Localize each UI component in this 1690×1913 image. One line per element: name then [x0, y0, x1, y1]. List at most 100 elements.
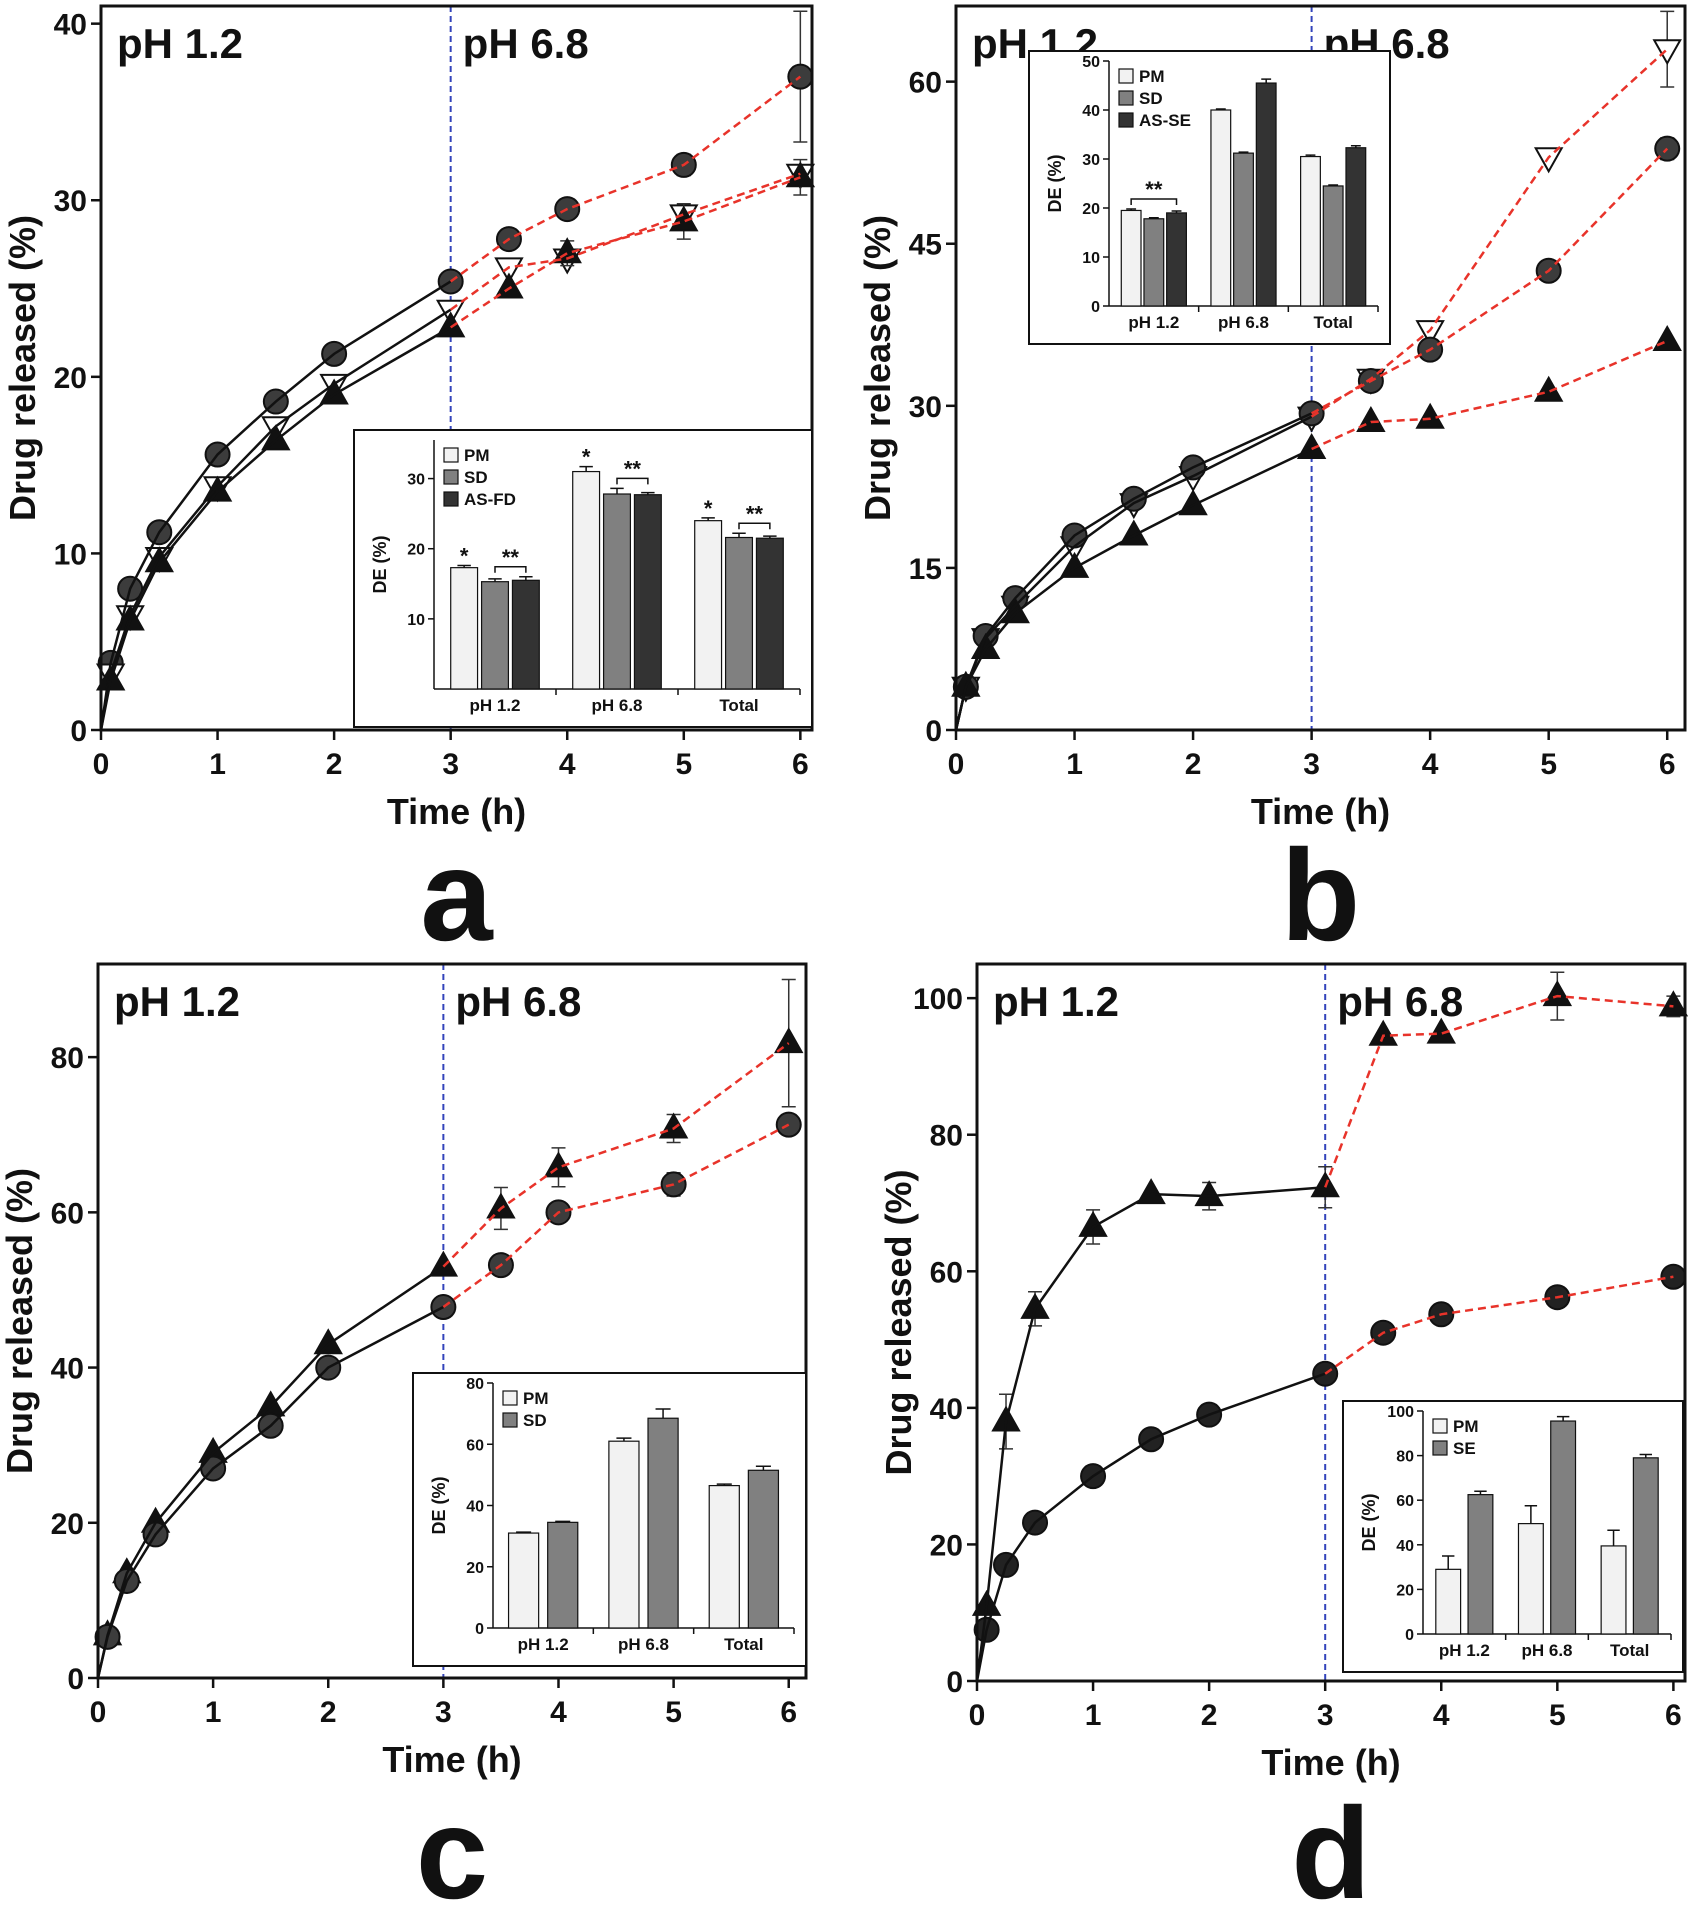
inset-error-bar	[1639, 1453, 1652, 1458]
panel-label: d	[1291, 1780, 1370, 1913]
inset-y-tick-label: 40	[1396, 1538, 1414, 1555]
inset-x-tick-label: pH 6.8	[591, 696, 642, 715]
legend-swatch	[502, 1412, 518, 1428]
inset-x-tick-label: Total	[719, 696, 758, 715]
marker	[1356, 405, 1386, 433]
marker	[1652, 324, 1682, 351]
y-axis-label: Drug released (%)	[857, 215, 898, 521]
inset-y-tick-label: 30	[407, 472, 425, 489]
y-tick-label: 80	[930, 1120, 963, 1153]
marker	[658, 1112, 689, 1139]
legend-swatch	[1432, 1440, 1448, 1456]
series-line	[1324, 994, 1674, 1188]
legend-swatch	[1118, 68, 1134, 84]
x-tick-label: 6	[1659, 748, 1676, 781]
inset-bar	[1300, 155, 1321, 307]
x-tick-label: 0	[93, 748, 110, 781]
series-line	[449, 172, 801, 311]
inset-error-bar	[1524, 1505, 1538, 1524]
inset-bar	[708, 1484, 740, 1629]
panel: 0 20 40 60 80 0 1 2 3 4 5 6 Time (h) Drug released (%…	[0, 962, 808, 1913]
inset-bar	[1600, 1545, 1627, 1635]
x-tick-label: 6	[780, 1696, 797, 1729]
legend-label: SE	[1453, 1439, 1476, 1458]
inset-bar	[1345, 147, 1367, 307]
legend-label: AS-FD	[464, 490, 516, 509]
legend-swatch	[443, 469, 459, 485]
plot-frame	[96, 962, 808, 1680]
significance-label: *	[460, 544, 469, 569]
inset-error-bar	[755, 1465, 771, 1471]
series-line	[449, 75, 802, 283]
panel: 0 20 40 60 80 100 0 1 2 3 4 5 6 Time (h) Drug released…	[878, 962, 1689, 1913]
inset-bar	[1322, 185, 1344, 307]
inset-x-tick-label: Total	[1610, 1641, 1649, 1660]
significance-label: **	[746, 501, 764, 526]
inset-bar	[1435, 1568, 1462, 1635]
marker	[1660, 1263, 1687, 1290]
y-tick-label: 80	[51, 1042, 84, 1075]
series-line	[954, 412, 1313, 731]
inset-error-bar	[1215, 108, 1226, 110]
series-line	[954, 447, 1313, 731]
phase-label: pH 1.2	[117, 20, 243, 67]
series-line	[975, 1372, 1326, 1682]
x-tick-label: 0	[969, 1699, 986, 1732]
inset-bar	[1517, 1523, 1544, 1635]
x-tick-label: 2	[326, 748, 343, 781]
plot-frame	[975, 962, 1687, 1683]
inset-y-tick-label: 0	[1405, 1627, 1414, 1644]
marker	[1652, 39, 1682, 66]
y-tick-label: 60	[909, 67, 942, 100]
y-axis-label: Drug released (%)	[0, 1168, 40, 1474]
significance-label: **	[502, 545, 520, 570]
series-line	[1311, 147, 1669, 415]
inset-x-tick-label: pH 6.8	[1521, 1641, 1572, 1660]
x-tick-label: 4	[1433, 1699, 1450, 1732]
panel-label: a	[420, 822, 494, 968]
y-tick-label: 0	[946, 1666, 963, 1699]
inset-error-bar	[1305, 154, 1316, 157]
legend-label: PM	[523, 1389, 549, 1408]
phase-label: pH 1.2	[114, 978, 240, 1025]
inset-x-tick-label: pH 6.8	[618, 1635, 669, 1654]
x-tick-label: 4	[550, 1696, 567, 1729]
inset-bar	[608, 1440, 640, 1629]
panel: 0 10 20 30 40 0 1 2 3 4 5 6 Time (h) Drug released (%…	[2, 4, 816, 968]
x-tick-label: 1	[205, 1696, 222, 1729]
legend-swatch	[1118, 112, 1134, 128]
marker	[774, 1027, 804, 1054]
inset-y-tick-label: 10	[1082, 250, 1100, 267]
series-line	[449, 176, 801, 329]
inset-error-bar	[1350, 145, 1361, 148]
legend-swatch	[502, 1390, 518, 1406]
phase-label: pH 6.8	[455, 978, 581, 1025]
marker	[1194, 1180, 1224, 1207]
inset-error-bar	[641, 491, 655, 495]
marker	[1542, 980, 1573, 1007]
y-tick-label: 60	[930, 1256, 963, 1289]
inset-error-bar	[1148, 217, 1159, 219]
series-line	[1311, 339, 1668, 451]
y-tick-label: 0	[70, 715, 87, 748]
x-tick-label: 2	[1201, 1699, 1218, 1732]
x-tick-label: 1	[1066, 748, 1083, 781]
legend-label: PM	[1453, 1417, 1479, 1436]
inset-bar	[755, 537, 784, 690]
marker	[1415, 320, 1445, 347]
x-tick-label: 3	[435, 1696, 452, 1729]
x-tick-label: 0	[90, 1696, 107, 1729]
x-axis-label: Time (h)	[1251, 791, 1390, 832]
marker	[494, 272, 524, 299]
inset-error-bar	[1238, 151, 1249, 154]
y-tick-label: 10	[54, 538, 87, 571]
inset-error-bar	[516, 1531, 532, 1534]
inset-error-bar	[1171, 210, 1182, 213]
inset-error-bar	[616, 1437, 632, 1442]
significance-label: *	[704, 496, 713, 521]
inset-bar	[1467, 1494, 1494, 1635]
inset-error-bar	[732, 532, 746, 538]
significance-label: **	[1145, 177, 1163, 202]
y-tick-label: 20	[930, 1529, 963, 1562]
x-tick-label: 5	[675, 748, 692, 781]
